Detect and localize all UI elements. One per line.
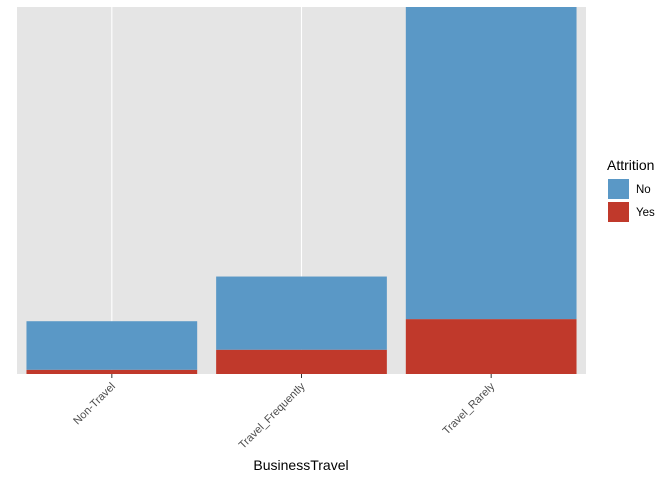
legend-swatch-yes: [608, 202, 629, 222]
legend-title: Attrition: [607, 157, 654, 173]
bar-no-non-travel: [26, 321, 198, 370]
x-tick-label: Non-Travel: [71, 381, 118, 428]
legend-swatch-no: [608, 179, 629, 199]
legend: Attrition No Yes: [607, 157, 655, 222]
bar-no-travel_frequently: [216, 276, 387, 350]
x-tick-label: Travel_Rarely: [441, 380, 498, 437]
legend-label-no: No: [636, 184, 651, 196]
bar-yes-travel_frequently: [216, 349, 387, 374]
x-axis-ticks: Non-Travel Travel_Frequently Travel_Rarely: [71, 374, 498, 452]
bar-yes-travel_rarely: [405, 319, 577, 374]
bar-no-travel_rarely: [405, 7, 577, 320]
x-axis-title: BusinessTravel: [253, 457, 348, 473]
bars: [26, 7, 577, 374]
bar-yes-non-travel: [26, 369, 198, 374]
x-tick-label: Travel_Frequently: [237, 380, 308, 451]
legend-label-yes: Yes: [636, 207, 655, 219]
